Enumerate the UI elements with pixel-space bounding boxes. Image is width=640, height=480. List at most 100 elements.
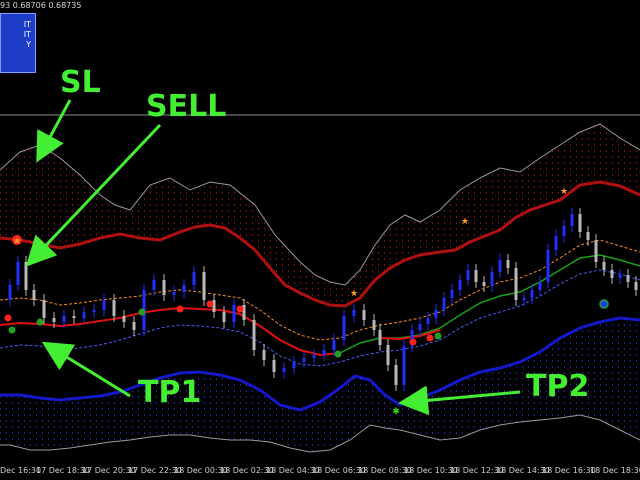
green-marker — [434, 332, 442, 340]
green-marker — [36, 318, 44, 326]
bear-candle — [482, 282, 486, 286]
bull-candle — [450, 290, 454, 298]
bear-candle — [132, 322, 136, 330]
red-marker — [206, 300, 214, 308]
red-marker — [426, 334, 434, 342]
red-marker — [176, 305, 184, 313]
bull-candle — [152, 280, 156, 290]
bear-candle — [24, 262, 28, 290]
bull-candle — [232, 305, 236, 322]
bear-candle — [474, 270, 478, 282]
bull-candle — [172, 292, 176, 295]
annotation-arrows — [25, 99, 521, 416]
time-tick: 18 Dec 10:30 — [404, 466, 458, 475]
bear-candle — [602, 262, 606, 270]
indicator-legend-box: IT IT Y — [0, 13, 36, 73]
bull-candle — [62, 316, 66, 322]
bear-candle — [394, 365, 398, 385]
red-marker — [409, 338, 417, 346]
bear-candle — [610, 270, 614, 278]
bull-candle — [292, 362, 296, 368]
signal-markers: ★ ★ ★ ★ ✱ — [4, 187, 609, 417]
time-tick: 17 Dec 20:30 — [82, 466, 136, 475]
green-marker — [138, 308, 146, 316]
upper-band-line — [0, 180, 640, 308]
candlestick-series — [8, 208, 638, 391]
bear-candle — [378, 330, 382, 345]
sell-signal-star: ★ — [13, 236, 22, 247]
bear-candle — [202, 272, 206, 300]
bull-candle — [442, 298, 446, 310]
bear-candle — [162, 280, 166, 295]
sell-signal-dot — [12, 235, 22, 245]
bear-candle — [242, 305, 246, 320]
bear-candle — [72, 316, 76, 318]
time-tick: 18 Dec 14:30 — [496, 466, 550, 475]
bear-candle — [372, 320, 376, 330]
tp1-label: TP1 — [138, 375, 201, 410]
upper-envelope-line — [0, 123, 640, 286]
bear-candle — [272, 360, 276, 372]
legend-line-1: IT — [23, 20, 31, 29]
sell-arrow — [25, 123, 162, 267]
bear-candle — [626, 275, 630, 282]
bear-candle — [506, 260, 510, 268]
bear-candle — [252, 320, 256, 350]
bull-candle — [458, 280, 462, 290]
bull-candle — [410, 330, 414, 346]
bear-candle — [514, 268, 518, 300]
bear-candle — [112, 300, 116, 316]
orange-star-marker: ★ — [461, 217, 469, 227]
orange-star-marker: ★ — [560, 187, 568, 197]
green-star-marker: ✱ — [392, 407, 400, 417]
blue-marker — [599, 299, 609, 309]
bear-candle — [634, 282, 638, 290]
bull-candle — [434, 310, 438, 318]
bear-candle — [578, 214, 582, 232]
bear-candle — [32, 290, 36, 300]
bull-candle — [322, 350, 326, 355]
red-marker — [236, 305, 244, 313]
lower-cloud-fill — [0, 318, 640, 452]
red-marker — [4, 314, 12, 322]
upper-inner-dashed-line — [0, 239, 640, 341]
bull-candle — [522, 298, 526, 300]
bull-candle — [570, 214, 574, 226]
lower-band-line — [0, 316, 640, 412]
mid-line-red — [0, 306, 341, 357]
time-tick: 18 Dec 16:30 — [542, 466, 596, 475]
bull-candle — [342, 316, 346, 340]
legend-line-3: Y — [26, 40, 31, 49]
bear-candle — [122, 316, 126, 322]
bull-candle — [490, 272, 494, 286]
bull-candle — [332, 340, 336, 350]
bull-candle — [312, 355, 316, 358]
bull-candle — [92, 310, 96, 312]
time-axis: Dec 16:30 17 Dec 18:30 17 Dec 20:30 17 D… — [0, 464, 640, 480]
bull-candle — [546, 250, 550, 282]
bear-candle — [222, 312, 226, 322]
bull-candle — [352, 310, 356, 316]
bull-candle — [302, 358, 306, 362]
bear-candle — [594, 240, 598, 262]
sell-label: SELL — [146, 89, 226, 124]
sl-label: SL — [60, 65, 101, 100]
mid-line-red-2 — [379, 329, 441, 341]
tp2-label: TP2 — [526, 369, 589, 404]
bull-candle — [498, 260, 502, 272]
bear-candle — [386, 345, 390, 365]
bull-candle — [402, 346, 406, 385]
bull-candle — [426, 318, 430, 324]
green-marker — [8, 326, 16, 334]
bull-candle — [562, 226, 566, 236]
time-tick: 18 Dec 18:30 — [590, 466, 640, 475]
bull-candle — [554, 236, 558, 250]
bull-candle — [618, 275, 622, 278]
bull-candle — [282, 368, 286, 372]
bull-candle — [102, 300, 106, 310]
bear-candle — [52, 318, 56, 322]
bear-candle — [586, 232, 590, 240]
time-tick: 18 Dec 06:30 — [312, 466, 366, 475]
sl-arrow — [36, 99, 72, 163]
